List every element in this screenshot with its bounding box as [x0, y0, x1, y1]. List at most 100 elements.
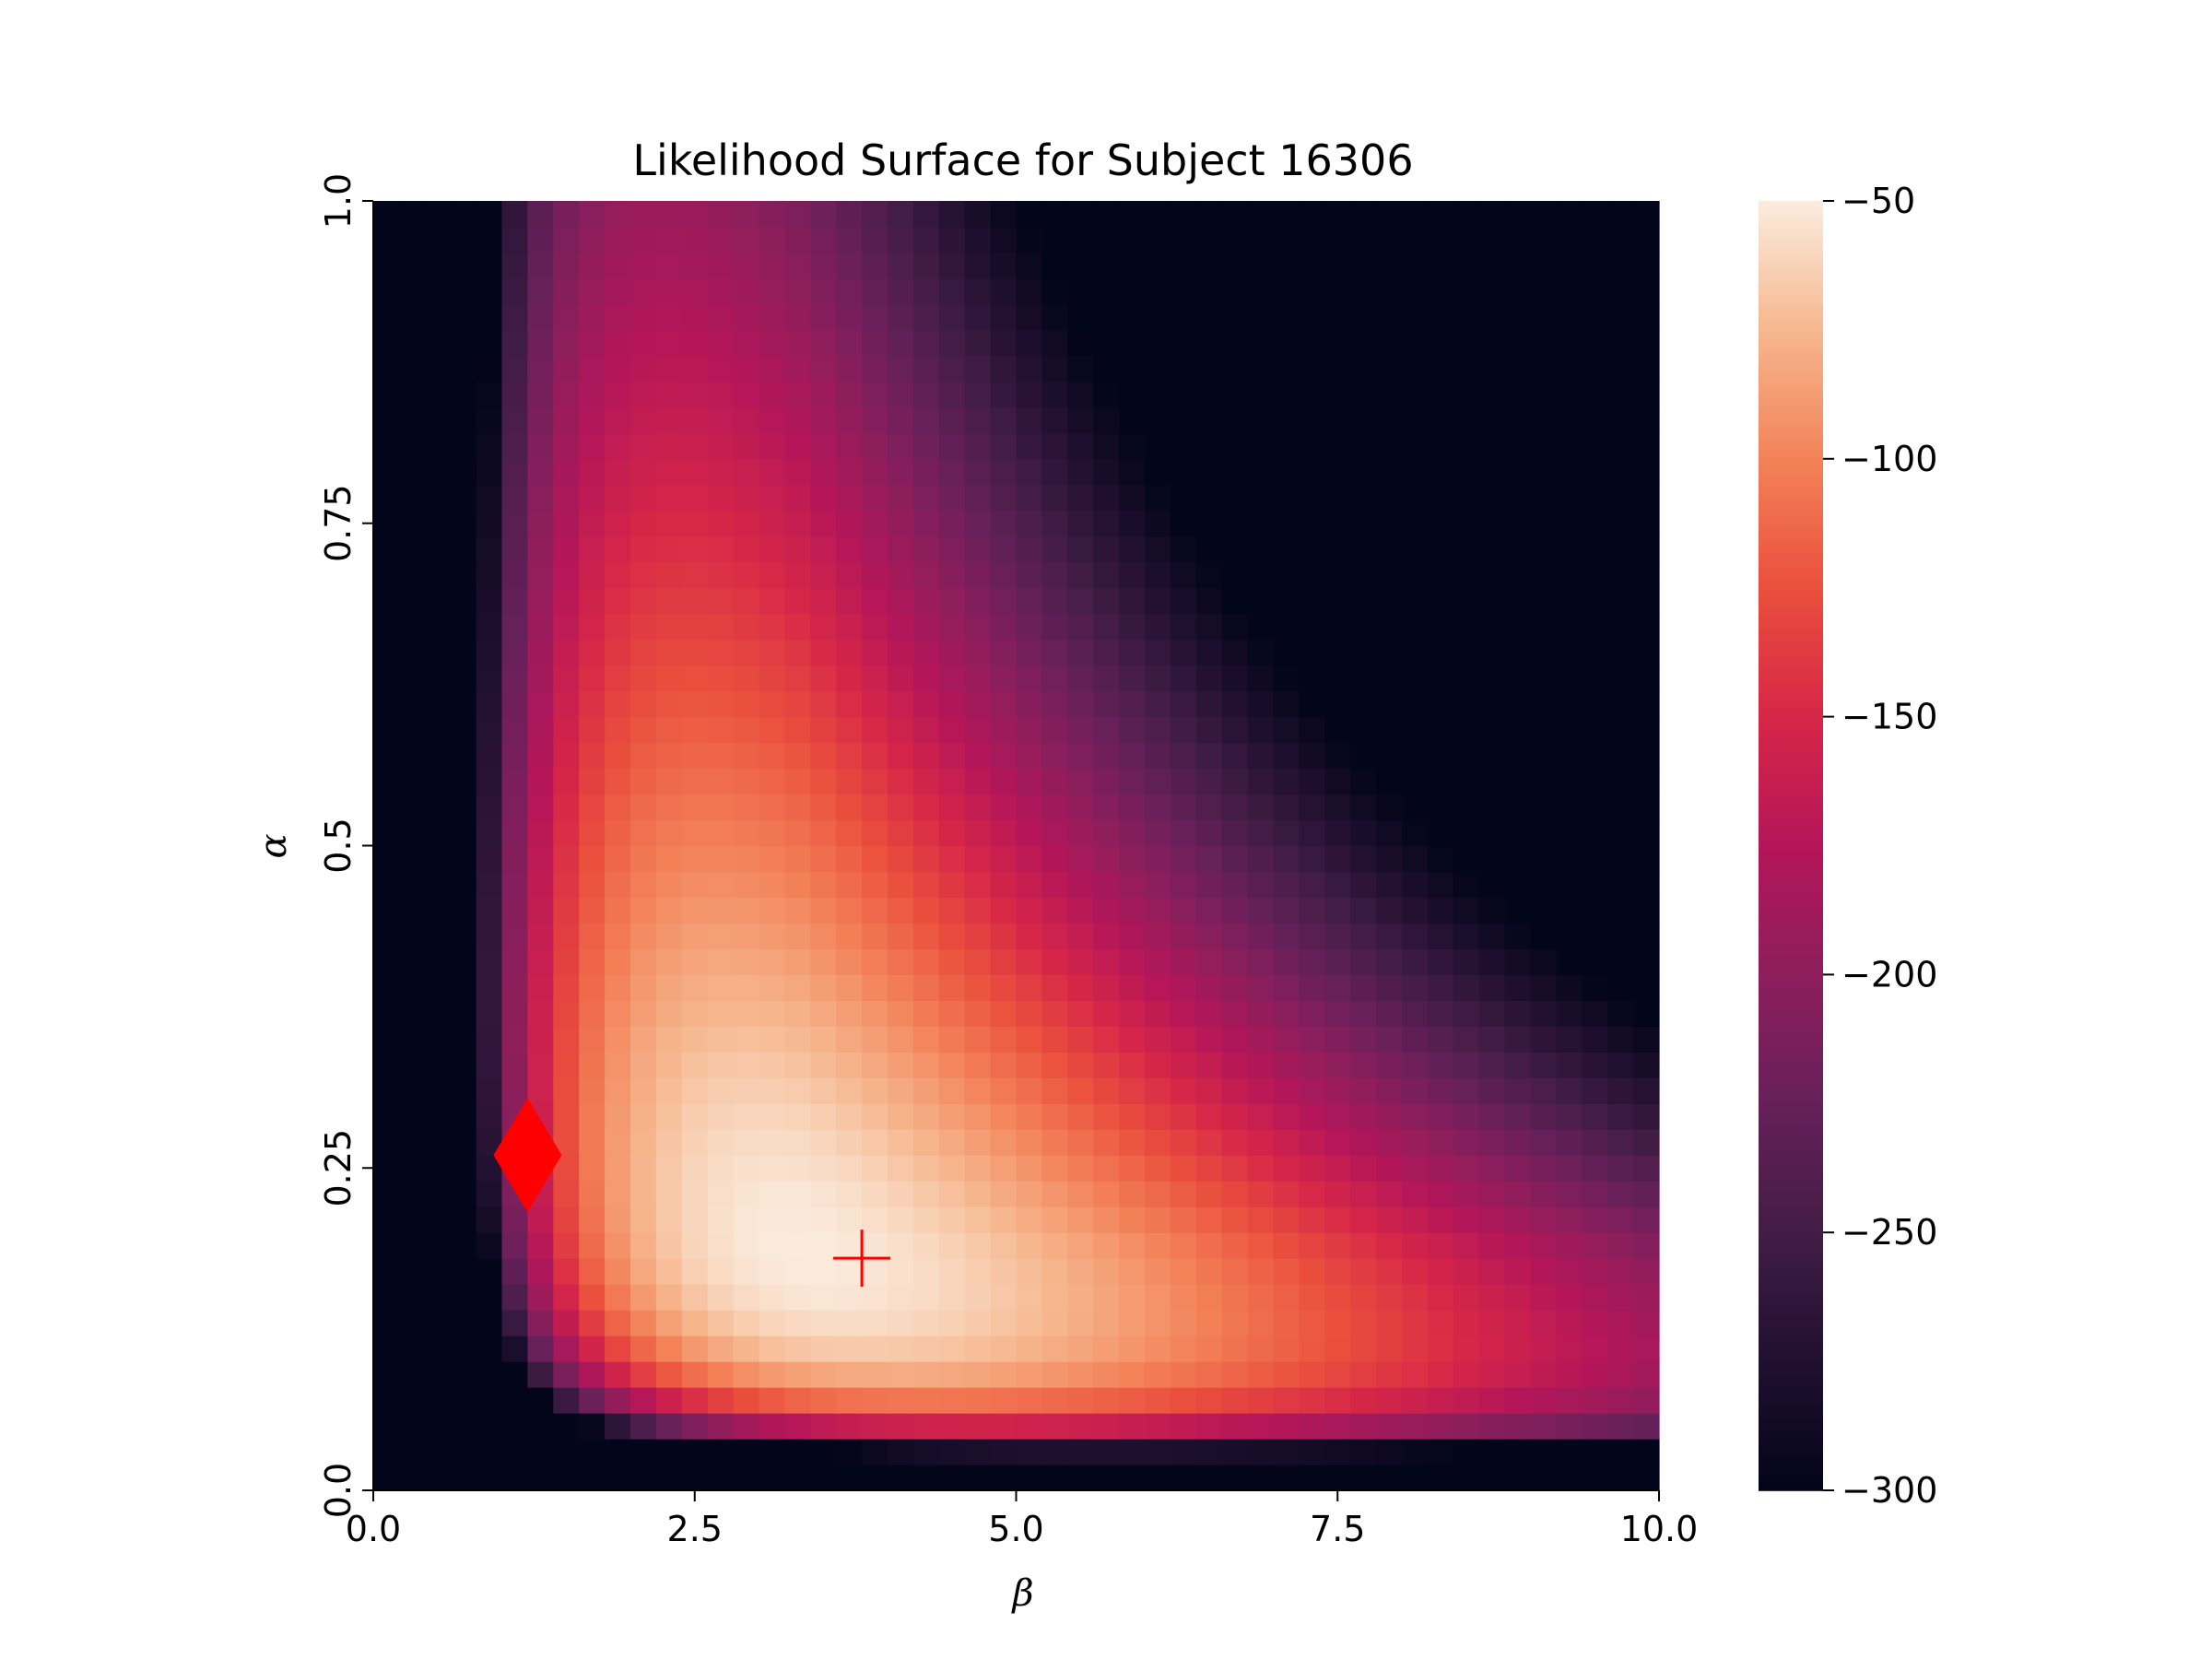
heatmap-cell [1299, 665, 1325, 692]
heatmap-cell [1221, 510, 1249, 537]
heatmap-cell [1607, 406, 1634, 434]
heatmap-cell [476, 665, 503, 692]
heatmap-cell [1402, 923, 1429, 950]
heatmap-cell [424, 1103, 452, 1130]
heatmap-cell [1530, 484, 1557, 512]
heatmap-cell [450, 587, 477, 615]
heatmap-cell [1582, 1052, 1608, 1078]
colorbar-segment [1759, 613, 1823, 620]
heatmap-cell [527, 432, 554, 460]
colorbar-segment [1759, 1340, 1823, 1347]
heatmap-cell [938, 639, 966, 666]
heatmap-cell [938, 406, 966, 434]
heatmap-cell [553, 432, 580, 460]
colorbar-segment [1759, 1449, 1823, 1455]
heatmap-cell [1556, 923, 1583, 950]
heatmap-cell [1119, 1181, 1146, 1207]
heatmap-cell [605, 1000, 631, 1027]
heatmap-cell [1273, 1310, 1300, 1336]
heatmap-cell [862, 768, 888, 795]
heatmap-cell [1427, 1206, 1454, 1233]
heatmap-cell [1478, 1181, 1506, 1207]
heatmap-cell [990, 768, 1018, 795]
heatmap-cell [655, 277, 683, 305]
heatmap-cell [1556, 355, 1583, 382]
heatmap-cell [1247, 1103, 1275, 1130]
heatmap-cell [862, 613, 888, 641]
heatmap-cell [1633, 1181, 1660, 1207]
heatmap-cell [1530, 1000, 1557, 1027]
heatmap-cell [1582, 716, 1608, 744]
heatmap-cell [655, 535, 683, 563]
heatmap-cell [888, 613, 914, 641]
heatmap-cell [836, 1232, 863, 1259]
heatmap-cell [964, 1335, 992, 1362]
heatmap-cell [476, 1103, 503, 1130]
heatmap-cell [1041, 1335, 1068, 1362]
heatmap-cell [1221, 665, 1249, 692]
heatmap-cell [1504, 1465, 1532, 1491]
heatmap-cell [424, 690, 452, 718]
heatmap-cell [398, 535, 426, 563]
heatmap-cell [655, 1000, 683, 1027]
heatmap-cell [630, 1335, 657, 1362]
heatmap-cell [1299, 1000, 1325, 1027]
heatmap-cell [1016, 535, 1042, 563]
heatmap-cell [1299, 1284, 1325, 1311]
heatmap-cell [1402, 355, 1429, 382]
heatmap-cell [1453, 484, 1480, 512]
heatmap-cell [1453, 974, 1480, 1001]
heatmap-cell [1299, 510, 1325, 537]
heatmap-cell [938, 432, 966, 460]
heatmap-cell [553, 1284, 580, 1311]
heatmap-cell [836, 1052, 863, 1078]
heatmap-cell [1504, 1000, 1532, 1027]
heatmap-cell [1041, 561, 1068, 589]
heatmap-cell [1453, 639, 1480, 666]
colorbar-segment [1759, 1382, 1823, 1388]
heatmap-cell [1402, 226, 1429, 253]
heatmap-cell [1582, 1335, 1608, 1362]
heatmap-cell [1067, 665, 1094, 692]
heatmap-cell [1530, 1181, 1557, 1207]
heatmap-cell [501, 303, 528, 331]
heatmap-cell [938, 613, 966, 641]
heatmap-cell [1093, 742, 1120, 770]
heatmap-cell [630, 1155, 657, 1182]
heatmap-cell [1350, 303, 1377, 331]
heatmap-cell [1453, 1077, 1480, 1104]
heatmap-cell [579, 1387, 606, 1414]
heatmap-cell [1093, 1052, 1120, 1078]
heatmap-cell [1016, 897, 1042, 924]
heatmap-cell [630, 1026, 657, 1053]
heatmap-cell [398, 201, 426, 228]
heatmap-cell [1607, 1103, 1634, 1130]
heatmap-cell [1633, 1206, 1660, 1233]
heatmap-cell [655, 226, 683, 253]
heatmap-cell [888, 1284, 914, 1311]
heatmap-cell [1247, 690, 1275, 718]
heatmap-cell [810, 406, 837, 434]
heatmap-cell [1145, 201, 1171, 228]
heatmap-cell [373, 1439, 400, 1465]
heatmap-cell [1145, 716, 1171, 744]
heatmap-cell [398, 742, 426, 770]
colorbar-segment [1759, 1145, 1823, 1151]
heatmap-cell [1530, 432, 1557, 460]
heatmap-cell [836, 252, 863, 279]
heatmap-cell [1221, 252, 1249, 279]
colorbar-segment [1759, 1211, 1823, 1218]
heatmap-cell [888, 252, 914, 279]
heatmap-cell [476, 1026, 503, 1053]
heatmap-cell [1093, 277, 1120, 305]
heatmap-cell [1247, 1465, 1275, 1491]
heatmap-cell [501, 329, 528, 357]
heatmap-cell [1556, 871, 1583, 899]
heatmap-cell [1195, 613, 1223, 641]
heatmap-cell [862, 1077, 888, 1104]
heatmap-cell [810, 1413, 837, 1440]
heatmap-cell [836, 1361, 863, 1388]
colorbar-segment [1759, 386, 1823, 393]
heatmap-cell [1170, 690, 1197, 718]
heatmap-cell [707, 639, 735, 666]
